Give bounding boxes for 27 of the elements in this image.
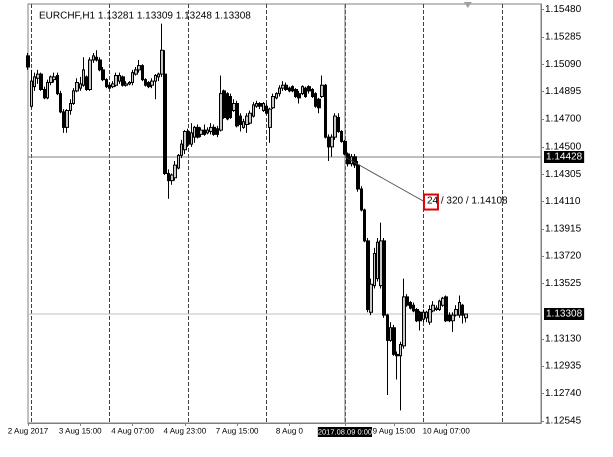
y-tick-label: 1.12545 [545, 415, 582, 426]
y-tick-label: 1.12740 [545, 388, 582, 400]
y-tick-label: 1.13720 [545, 250, 582, 262]
text: EURCHF,H1 1.13281 1.13309 1.13248 1.13308 [39, 10, 252, 22]
x-tick-label: 10 Aug 07:00 [422, 426, 470, 436]
annotation: 24 / 320 / 1.14108 [426, 196, 508, 207]
y-tick-label: 1.14895 [545, 86, 582, 98]
x-tick-label: 8 Aug 0 [276, 426, 304, 436]
y-tick-label: 1.12935 [545, 360, 582, 372]
y-tick-label: 1.13525 [545, 278, 582, 290]
y-tick-label: 1.14700 [545, 113, 582, 124]
x-tick-label: 9 Aug 15:00 [372, 426, 416, 436]
y-tick-label: 1.13915 [545, 223, 582, 234]
y-tick-label: 1.14110 [545, 196, 581, 208]
ref-line-label: 1.13308 [546, 308, 583, 320]
ref-line-label: 1.14428 [546, 152, 583, 163]
x-tick-label: 7 Aug 15:00 [216, 426, 260, 436]
x-tick-label: 4 Aug 07:00 [111, 426, 154, 436]
y-tick-label: 1.13130 [545, 333, 582, 344]
y-tick-label: 1.15090 [545, 58, 582, 70]
y-tick-label: 1.14305 [545, 168, 582, 180]
y-tick-label: 1.14500 [545, 141, 582, 152]
x-tick-label: 4 Aug 23:00 [163, 426, 207, 436]
x-tick-label: 2 Aug 2017 [8, 426, 49, 436]
y-tick-label: 1.15285 [545, 31, 582, 42]
x-tick-label: 3 Aug 15:00 [58, 426, 102, 436]
y-tick-label: 1.15480 [545, 4, 582, 16]
